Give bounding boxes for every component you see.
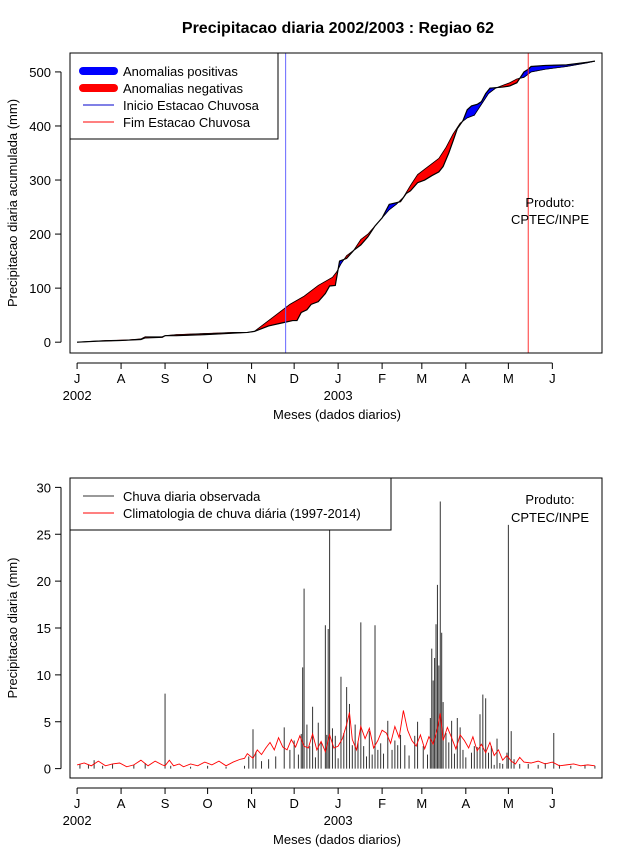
x-tick-label: J [335, 371, 342, 386]
year-label: 2003 [324, 388, 353, 403]
x-tick-label: J [549, 371, 556, 386]
year-label: 2003 [324, 813, 353, 828]
chart-title: Precipitacao diaria 2002/2003 : Regiao 6… [182, 20, 494, 37]
x-tick-label: M [416, 371, 427, 386]
y-tick-label: 5 [44, 715, 51, 730]
y-axis-top: 0 100 200 300 400 500 [29, 65, 62, 350]
season-lines [285, 53, 529, 353]
x-tick-label: A [117, 796, 126, 811]
year-label: 2002 [63, 388, 92, 403]
x-tick-label: O [203, 371, 213, 386]
x-tick-label: N [247, 371, 256, 386]
legend-label: Fim Estacao Chuvosa [123, 115, 251, 130]
legend-label: Anomalias negativas [123, 81, 243, 96]
x-tick-label: F [378, 796, 386, 811]
legend-bottom: Chuva diaria observada Climatologia de c… [69, 477, 392, 531]
x-tick-label: M [416, 796, 427, 811]
x-tick-label: S [161, 371, 170, 386]
daily-precipitation-panel: 0 5 10 15 20 25 30 J A S O N D J F M A M J 2002 2003 Precip… [5, 477, 603, 847]
y-axis-bottom: 0 5 10 15 20 25 30 [37, 480, 62, 777]
year-label: 2002 [63, 813, 92, 828]
x-tick-label: N [247, 796, 256, 811]
y-tick-label: 10 [37, 668, 51, 683]
climatology-line [76, 710, 595, 768]
x-tick-label: M [503, 796, 514, 811]
y-tick-label: 0 [44, 762, 51, 777]
credit-label: CPTEC/INPE [511, 212, 589, 227]
legend-label: Climatologia de chuva diária (1997-2014) [123, 506, 361, 521]
y-tick-label: 400 [29, 119, 51, 134]
y-tick-label: 0 [44, 335, 51, 350]
y-tick-label: 25 [37, 527, 51, 542]
x-tick-label: S [161, 796, 170, 811]
legend-label: Anomalias positivas [123, 64, 238, 79]
x-tick-label: O [203, 796, 213, 811]
cumulative-precipitation-panel: 0 100 200 300 400 500 J A S O N D J F M A M J 2002 2003 Pr… [5, 52, 603, 422]
y-tick-label: 100 [29, 281, 51, 296]
y-tick-label: 20 [37, 574, 51, 589]
y-tick-label: 300 [29, 173, 51, 188]
y-tick-label: 15 [37, 621, 51, 636]
x-tick-label: F [378, 371, 386, 386]
x-axis-top: J A S O N D J F M A M J 2002 2003 [63, 362, 556, 403]
x-tick-label: D [289, 796, 298, 811]
x-axis-bottom: J A S O N D J F M A M J 2002 2003 [63, 787, 556, 828]
x-tick-label: A [117, 371, 126, 386]
y-tick-label: 200 [29, 227, 51, 242]
y-axis-label-top: Precipitacao diaria acumulada (mm) [5, 99, 20, 307]
y-tick-label: 30 [37, 480, 51, 495]
legend-label: Chuva diaria observada [123, 489, 261, 504]
legend-top: Anomalias positivas Anomalias negativas … [69, 52, 279, 140]
x-tick-label: M [503, 371, 514, 386]
y-axis-label-bottom: Precipitacao diaria (mm) [5, 558, 20, 699]
x-tick-label: J [74, 371, 81, 386]
y-tick-label: 500 [29, 65, 51, 80]
credit-label: Produto: [525, 492, 574, 507]
x-tick-label: A [461, 371, 470, 386]
credit-label: Produto: [525, 195, 574, 210]
x-tick-label: D [289, 371, 298, 386]
anomaly-area [77, 60, 596, 343]
x-tick-label: J [335, 796, 342, 811]
credit-label: CPTEC/INPE [511, 510, 589, 525]
x-axis-label-bottom: Meses (dados diarios) [273, 832, 401, 847]
legend-label: Inicio Estacao Chuvosa [123, 98, 260, 113]
observed-cumulative-line [77, 60, 596, 343]
climatology-daily-line [76, 710, 595, 768]
x-tick-label: J [549, 796, 556, 811]
x-tick-label: A [461, 796, 470, 811]
observed-bars [79, 501, 596, 769]
x-axis-label-top: Meses (dados diarios) [273, 407, 401, 422]
plot-frame-top [69, 52, 603, 354]
x-tick-label: J [74, 796, 81, 811]
